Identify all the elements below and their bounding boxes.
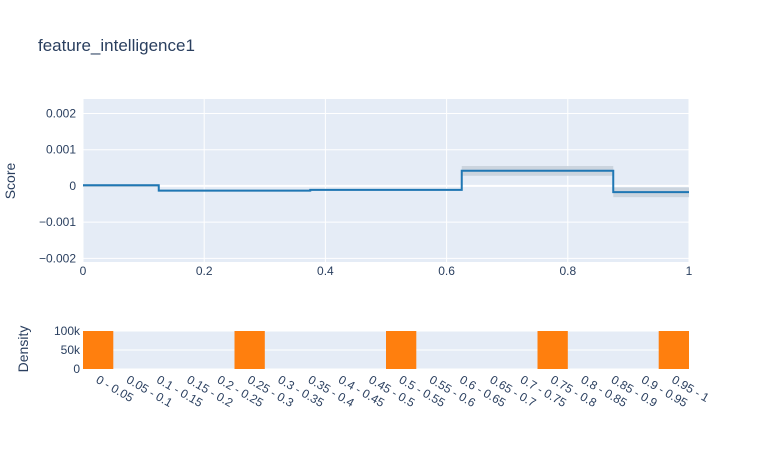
density-y-tick-label: 0	[73, 362, 80, 376]
density-y-ticks: 0 50k 100k	[54, 324, 81, 376]
density-y-tick-label: 100k	[54, 324, 81, 338]
score-x-tick-label: 0.8	[559, 264, 576, 278]
density-bars	[83, 331, 689, 369]
density-bar	[386, 331, 417, 369]
score-step-line	[83, 169, 689, 194]
score-y-tick-label: 0.002	[46, 106, 76, 120]
score-x-tick-label: 0.2	[196, 264, 213, 278]
score-y-tick-label: −0.001	[39, 215, 76, 229]
density-bar	[234, 331, 265, 369]
score-y-tick-label: 0	[69, 179, 76, 193]
density-axis-title: Density	[15, 326, 31, 373]
score-plot-background	[83, 99, 689, 262]
score-panel: 0 0.2 0.4 0.6 0.8 1 −0.002 −0.001 0 0.001 0.002 S…	[2, 99, 693, 278]
density-bar	[83, 331, 114, 369]
score-y-ticks: −0.002 −0.001 0 0.001 0.002	[39, 106, 76, 265]
score-x-tick-label: 0	[80, 264, 87, 278]
density-y-tick-label: 50k	[61, 343, 81, 357]
score-x-ticks: 0 0.2 0.4 0.6 0.8 1	[80, 264, 693, 278]
score-y-tick-label: −0.002	[39, 251, 76, 265]
density-bar	[537, 331, 568, 369]
chart-title: feature_intelligence1	[38, 36, 195, 55]
score-axis-title: Score	[2, 163, 18, 200]
score-x-tick-label: 1	[686, 264, 693, 278]
density-bar	[658, 331, 689, 369]
score-x-tick-label: 0.4	[317, 264, 334, 278]
density-x-ticks: 0 - 0.050.05 - 0.10.1 - 0.150.15 - 0.20.…	[94, 372, 712, 410]
score-gridlines	[82, 99, 690, 262]
score-y-tick-label: 0.001	[46, 143, 76, 157]
score-x-tick-label: 0.6	[438, 264, 455, 278]
density-panel: 0 50k 100k 0 - 0.050.05 - 0.10.1 - 0.150.1…	[15, 324, 712, 410]
